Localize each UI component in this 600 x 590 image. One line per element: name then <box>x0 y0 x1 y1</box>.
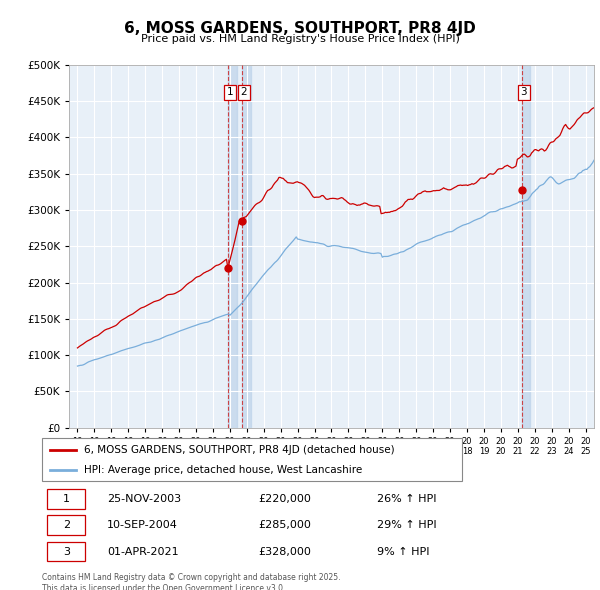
FancyBboxPatch shape <box>47 542 85 562</box>
Text: 6, MOSS GARDENS, SOUTHPORT, PR8 4JD (detached house): 6, MOSS GARDENS, SOUTHPORT, PR8 4JD (det… <box>84 445 395 455</box>
Text: 25-NOV-2003: 25-NOV-2003 <box>107 494 181 504</box>
Text: 1: 1 <box>63 494 70 504</box>
Text: £328,000: £328,000 <box>258 546 311 556</box>
Text: 3: 3 <box>63 546 70 556</box>
Text: HPI: Average price, detached house, West Lancashire: HPI: Average price, detached house, West… <box>84 466 362 475</box>
Text: 10-SEP-2004: 10-SEP-2004 <box>107 520 178 530</box>
Text: 9% ↑ HPI: 9% ↑ HPI <box>377 546 430 556</box>
Text: 26% ↑ HPI: 26% ↑ HPI <box>377 494 436 504</box>
Text: 29% ↑ HPI: 29% ↑ HPI <box>377 520 436 530</box>
FancyBboxPatch shape <box>47 489 85 509</box>
Text: 3: 3 <box>520 87 527 97</box>
Bar <box>242 65 251 428</box>
Text: 2: 2 <box>241 87 247 97</box>
Text: 01-APR-2021: 01-APR-2021 <box>107 546 178 556</box>
FancyBboxPatch shape <box>47 515 85 535</box>
Text: Contains HM Land Registry data © Crown copyright and database right 2025.
This d: Contains HM Land Registry data © Crown c… <box>42 573 341 590</box>
Text: 1: 1 <box>227 87 233 97</box>
Bar <box>228 65 236 428</box>
Text: 6, MOSS GARDENS, SOUTHPORT, PR8 4JD: 6, MOSS GARDENS, SOUTHPORT, PR8 4JD <box>124 21 476 35</box>
FancyBboxPatch shape <box>42 438 462 481</box>
Bar <box>522 65 530 428</box>
Text: £285,000: £285,000 <box>258 520 311 530</box>
Text: £220,000: £220,000 <box>258 494 311 504</box>
Text: Price paid vs. HM Land Registry's House Price Index (HPI): Price paid vs. HM Land Registry's House … <box>140 34 460 44</box>
Text: 2: 2 <box>63 520 70 530</box>
